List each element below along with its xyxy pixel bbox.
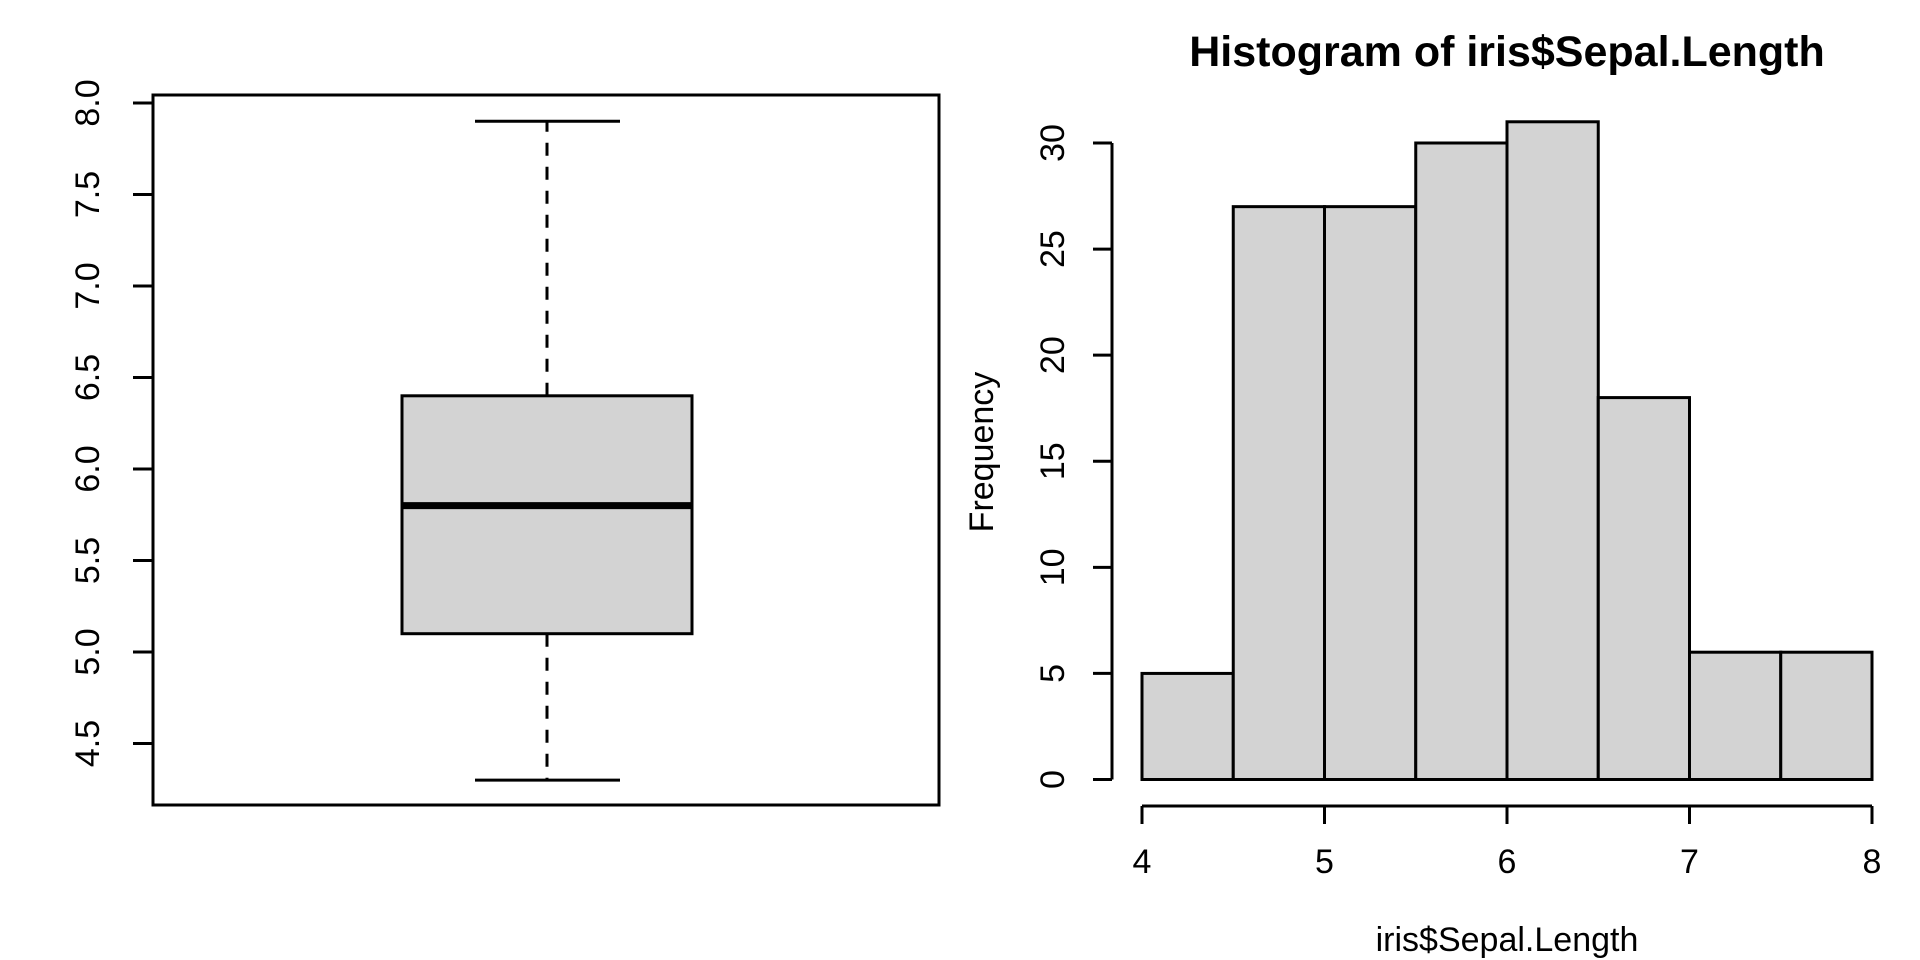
boxplot-frame <box>151 93 941 807</box>
histogram-x-tick-label: 8 <box>1863 843 1882 881</box>
boxplot-y-tick-label: 7.5 <box>69 171 107 218</box>
boxplot-y-tick-label: 6.5 <box>69 354 107 401</box>
histogram-x-axis-title: iris$Sepal.Length <box>1376 921 1639 959</box>
histogram-y-axis-title: Frequency <box>963 372 1001 533</box>
histogram-bar <box>1596 396 1691 781</box>
histogram-bar <box>1323 205 1418 781</box>
boxplot-y-tick-label: 5.5 <box>69 537 107 584</box>
boxplot-y-tick-label: 5.0 <box>69 628 107 675</box>
histogram-bar <box>1505 120 1600 782</box>
histogram-bar <box>1231 205 1326 781</box>
histogram-y-tick-label: 30 <box>1034 124 1072 162</box>
histogram-y-tick-label: 20 <box>1034 336 1072 374</box>
boxplot-panel: 4.5 5.0 5.5 6.0 6.5 7.0 7.5 8.0 <box>69 79 941 807</box>
histogram-x-tick-label: 4 <box>1133 843 1152 881</box>
boxplot-y-tick-label: 6.0 <box>69 445 107 492</box>
histogram-y-tick-label: 10 <box>1034 548 1072 586</box>
histogram-panel: 0 5 10 15 20 25 30 4 5 6 7 8 <box>1034 120 1882 881</box>
histogram-y-tick-label: 15 <box>1034 442 1072 480</box>
histogram-title: Histogram of iris$Sepal.Length <box>1189 28 1825 76</box>
histogram-y-tick-label: 5 <box>1034 664 1072 683</box>
histogram-bar <box>1688 650 1783 782</box>
histogram-bar <box>1779 650 1874 782</box>
iqr-box <box>400 394 694 636</box>
histogram-y-tick-label: 25 <box>1034 230 1072 268</box>
histogram-x-tick-label: 5 <box>1315 843 1334 881</box>
boxplot-y-tick-label: 8.0 <box>69 79 107 126</box>
boxplot-y-tick-label: 4.5 <box>69 720 107 767</box>
histogram-x-tick-label: 6 <box>1498 843 1517 881</box>
histogram-y-tick-label: 0 <box>1034 770 1072 789</box>
histogram-bar <box>1414 141 1509 781</box>
histogram-x-tick-label: 7 <box>1680 843 1699 881</box>
histogram-bar <box>1140 671 1235 781</box>
boxplot-y-tick-label: 7.0 <box>69 262 107 309</box>
